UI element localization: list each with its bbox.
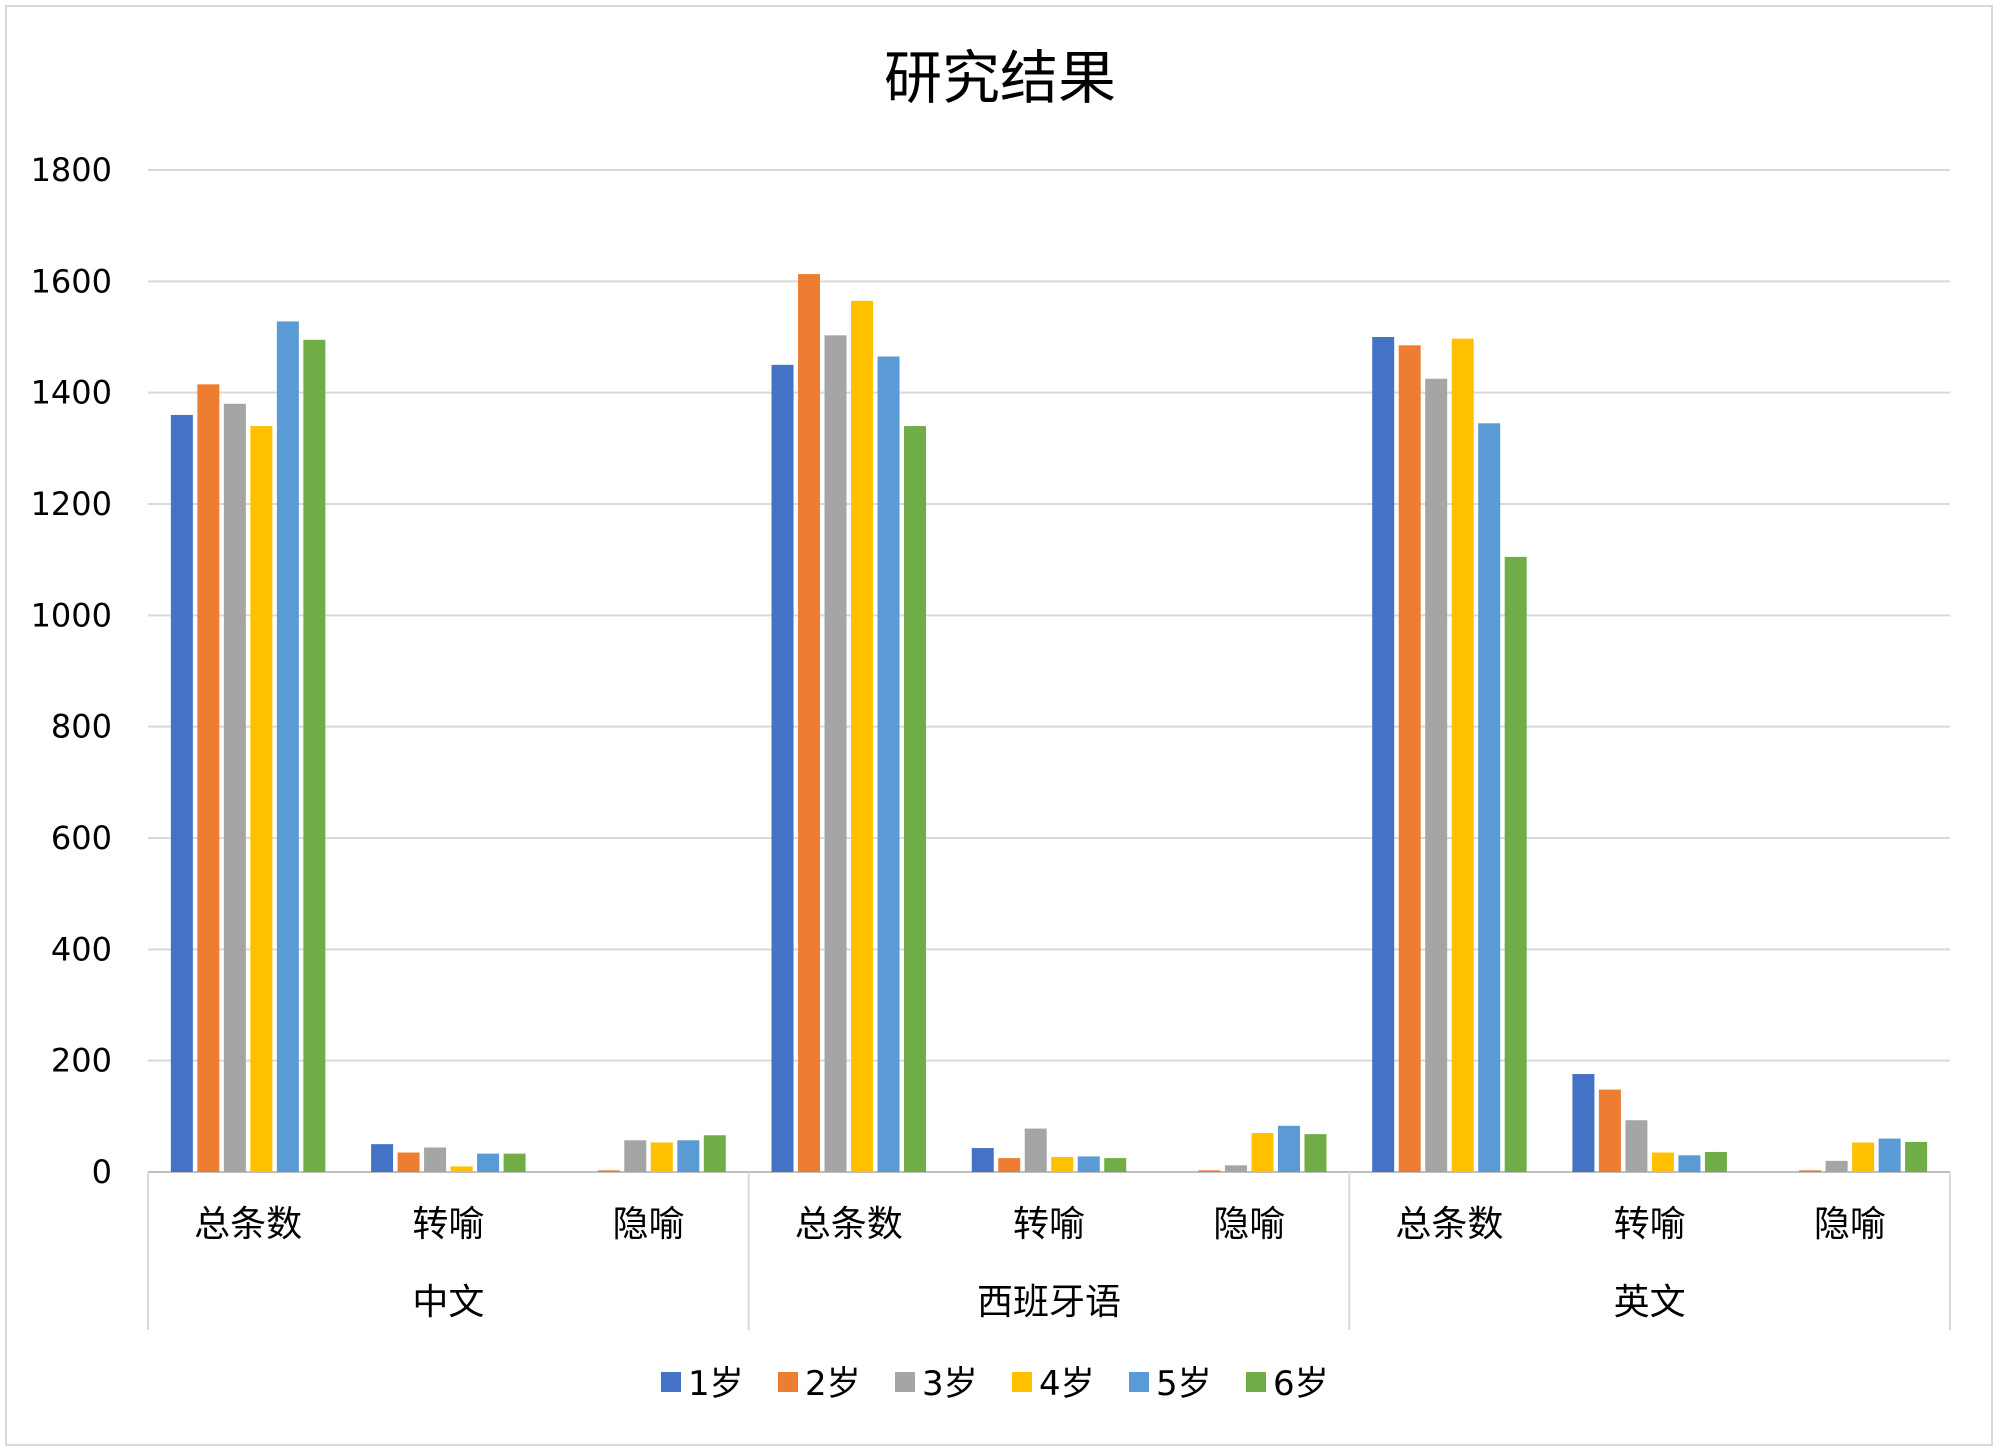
- bar: [1451, 338, 1474, 1172]
- bar: [1598, 1089, 1621, 1172]
- bar: [450, 1166, 473, 1172]
- bar: [1277, 1125, 1300, 1172]
- legend-label: 3岁: [922, 1364, 978, 1404]
- bar: [677, 1140, 700, 1172]
- x-category-label: 总条数: [795, 1204, 903, 1245]
- y-axis: 0 200 400 600 800 1000 1200 1400 1600 1800: [31, 151, 112, 1191]
- y-tick-label: 800: [51, 708, 112, 746]
- y-tick-label: 200: [51, 1042, 112, 1080]
- legend-label: 2岁: [805, 1364, 861, 1404]
- x-category-label: 总条数: [194, 1204, 302, 1245]
- bar: [1425, 378, 1448, 1172]
- bar: [1504, 556, 1527, 1172]
- legend-label: 1岁: [688, 1364, 744, 1404]
- y-tick-label: 400: [51, 930, 112, 968]
- legend-swatch: [661, 1372, 681, 1392]
- legend: 1岁 2岁 3岁 4岁 5岁 6岁: [661, 1364, 1329, 1404]
- bar: [824, 335, 847, 1173]
- bar: [1198, 1170, 1221, 1172]
- bar: [1104, 1158, 1127, 1172]
- bar: [624, 1140, 647, 1172]
- bar: [197, 384, 220, 1173]
- x-category-label: 隐喻: [1814, 1204, 1886, 1245]
- bar: [1478, 423, 1501, 1172]
- bars: [170, 274, 1928, 1173]
- chart-frame: [5, 5, 1993, 1446]
- legend-swatch: [1129, 1372, 1149, 1392]
- legend-label: 5岁: [1156, 1364, 1212, 1404]
- bar: [1878, 1138, 1901, 1172]
- x-group-label: 西班牙语: [977, 1282, 1121, 1323]
- bar: [877, 356, 900, 1172]
- bar: [1625, 1120, 1648, 1172]
- legend-swatch: [778, 1372, 798, 1392]
- bar: [503, 1153, 526, 1172]
- bar: [250, 426, 273, 1173]
- bar: [1024, 1128, 1047, 1172]
- legend-label: 4岁: [1039, 1364, 1095, 1404]
- bar: [650, 1142, 673, 1172]
- x-group-label: 中文: [412, 1282, 484, 1323]
- x-category-label: 隐喻: [613, 1204, 685, 1245]
- bar: [971, 1148, 994, 1172]
- bar: [798, 274, 821, 1172]
- x-category-label: 隐喻: [1213, 1204, 1285, 1245]
- bar: [1224, 1165, 1247, 1172]
- bar: [397, 1152, 420, 1172]
- x-group-label: 英文: [1614, 1282, 1686, 1323]
- bar: [276, 321, 299, 1172]
- bar: [1905, 1141, 1928, 1172]
- gridlines: [148, 169, 1950, 1173]
- bar: [170, 414, 193, 1172]
- bar: [904, 426, 927, 1173]
- bar: [998, 1158, 1021, 1172]
- bar: [851, 300, 874, 1173]
- y-tick-label: 1800: [31, 151, 112, 189]
- x-category-label: 转喻: [412, 1204, 484, 1245]
- bar: [1678, 1155, 1701, 1172]
- bar: [1852, 1142, 1875, 1172]
- bar: [1251, 1133, 1274, 1172]
- bar: [1704, 1151, 1727, 1172]
- y-tick-label: 600: [51, 819, 112, 857]
- y-tick-label: 0: [92, 1153, 112, 1191]
- bar: [703, 1135, 726, 1172]
- bar: [1304, 1134, 1327, 1172]
- bar: [1572, 1074, 1595, 1172]
- bar: [477, 1153, 500, 1172]
- legend-swatch: [1012, 1372, 1032, 1392]
- y-tick-label: 1000: [31, 596, 112, 634]
- x-category-label: 转喻: [1614, 1204, 1686, 1245]
- bar: [1077, 1156, 1100, 1172]
- bar: [1799, 1170, 1822, 1172]
- y-tick-label: 1400: [31, 374, 112, 412]
- bar: [1825, 1160, 1848, 1172]
- legend-swatch: [1246, 1372, 1266, 1392]
- bar: [771, 364, 794, 1172]
- bar: [1372, 337, 1395, 1172]
- bar: [223, 403, 246, 1172]
- bar: [424, 1147, 447, 1172]
- legend-label: 6岁: [1273, 1364, 1329, 1404]
- bar: [1651, 1152, 1674, 1172]
- bar: [1398, 345, 1421, 1173]
- bar: [371, 1144, 394, 1172]
- x-category-label: 转喻: [1013, 1204, 1085, 1245]
- y-tick-label: 1200: [31, 485, 112, 523]
- x-category-label: 总条数: [1395, 1204, 1503, 1245]
- y-tick-label: 1600: [31, 262, 112, 300]
- chart-title: 研究结果: [884, 44, 1116, 112]
- bar: [597, 1170, 620, 1172]
- bar: [1051, 1156, 1074, 1172]
- legend-swatch: [895, 1372, 915, 1392]
- bar: [303, 339, 326, 1172]
